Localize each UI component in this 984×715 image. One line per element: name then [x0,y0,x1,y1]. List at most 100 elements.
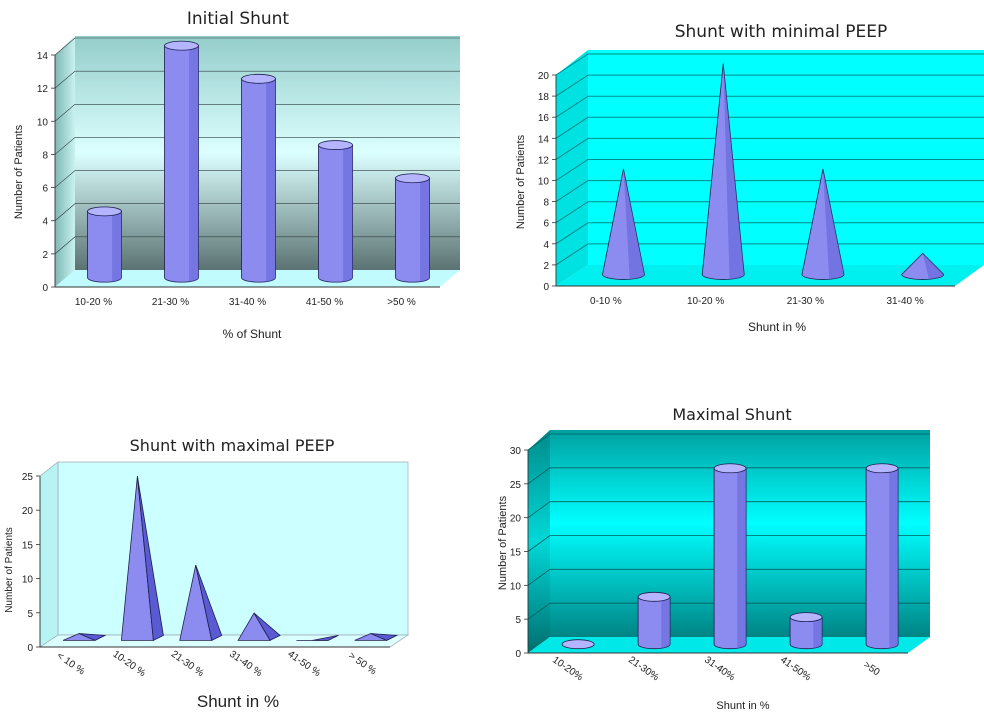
gridline [555,95,984,118]
bar-2 [701,63,745,280]
y-tick-label: 12 [538,155,550,166]
gridline [527,467,930,485]
x-tick-label: 10-20 % [75,297,112,308]
gridline [555,201,984,224]
gridline [54,137,460,155]
back-wall [57,461,409,636]
gridline [555,137,984,160]
gridline [555,243,984,266]
y-tick-label: 0 [515,649,521,660]
x-tick-label: 10-20 % [111,649,148,679]
side-wall [556,50,588,286]
bar-4 [237,612,281,641]
bar-2 [637,591,671,650]
gridline [555,53,984,76]
side-wall [39,461,59,648]
gridline [527,535,930,552]
gridline [54,37,460,56]
y-tick-label: 8 [42,150,48,161]
gridline [527,501,930,518]
bar-2 [164,40,199,283]
gridline [555,222,984,245]
x-axis-label: Shunt in % [197,692,279,711]
bar-6 [354,633,399,641]
gridline [555,159,984,181]
bar-5 [865,463,899,650]
bar-1 [62,633,107,641]
y-tick-label: 5 [27,609,33,620]
y-tick-label: 20 [538,71,550,82]
x-tick-label: 0-10 % [590,296,622,307]
floor [556,265,984,286]
chart-title: Maximal Shunt [672,405,791,424]
x-tick-label: 31-40 % [227,649,264,679]
back-wall [588,50,984,265]
x-tick-label: 21-30 % [169,649,206,679]
x-axis-label: % of Shunt [223,327,282,341]
bar-3 [241,73,276,283]
x-axis-label: Shunt in % [748,320,806,334]
side-wall [55,36,75,287]
gridline [527,433,930,451]
bar-1 [87,206,122,283]
y-tick-label: 14 [538,134,550,145]
y-tick-label: 0 [543,282,549,293]
y-tick-label: 16 [538,113,550,124]
chart-shunt-minimal-peep: 0 2 4 6 8 10 12 14 16 18 20 0-10 % 10-20 % 21-30 % 31… [515,22,984,334]
y-tick-label: 12 [37,84,49,95]
chart-initial-shunt: 0 2 4 6 8 10 12 14 10-20 % 21-30 % 31-40 % 41-50 %… [13,9,460,341]
y-tick-label: 2 [543,261,549,272]
y-axis-label: Number of Patients [497,495,509,590]
y-tick-label: 5 [515,615,521,626]
chart-title: Shunt with minimal PEEP [675,22,888,42]
y-tick-label: 10 [538,177,550,188]
x-tick-label: 10-20 % [687,296,724,307]
x-axis-label: Shunt in % [716,700,769,712]
bar-2 [120,476,164,642]
y-tick-label: 8 [543,198,549,209]
y-tick-label: 30 [510,446,522,457]
chart-maximal-shunt: 0 5 10 15 20 25 30 10-20% 21-30% 31-40% 41-50% >50… [497,405,930,712]
gridline [555,116,984,139]
y-tick-label: 6 [42,184,48,195]
bar-4 [318,140,353,283]
x-tick-label: >50 [861,660,882,679]
y-tick-label: 10 [510,581,522,592]
bar-3 [179,565,223,641]
y-tick-label: 25 [22,472,34,483]
x-tick-label: 31-40 % [229,297,266,308]
y-tick-label: 6 [543,219,549,230]
y-tick-label: 25 [510,480,522,491]
y-tick-label: 10 [37,117,49,128]
chart-shunt-maximal-peep: 0 5 10 15 20 25 < 10 % 10-20 % 21-30 % 31-40 % 41… [4,436,410,711]
x-tick-label: 21-30 % [152,297,189,308]
gridline [527,602,930,620]
bar-5 [296,635,339,641]
y-tick-label: 0 [27,643,33,654]
bar-4 [901,252,945,280]
side-wall [528,430,550,653]
y-tick-label: 20 [510,514,522,525]
bar-1 [561,639,595,650]
x-tick-label: >50 % [387,297,416,308]
y-axis-label: Number of Patients [515,134,527,229]
y-tick-label: 20 [22,506,34,517]
gridline [527,568,930,586]
gridline [54,103,460,122]
y-tick-label: 15 [22,540,34,551]
x-tick-label: 10-20% [550,655,585,684]
x-tick-label: 31-40% [702,655,737,684]
x-tick-label: > 50 % [346,650,378,677]
y-axis-label: Number of Patients [13,124,25,219]
chart-title: Shunt with maximal PEEP [130,436,335,455]
y-tick-label: 2 [42,250,48,261]
x-tick-label: 41-50% [778,655,813,684]
x-tick-label: 21-30 % [787,296,824,307]
bar-3 [713,463,747,650]
y-tick-label: 18 [538,92,550,103]
y-tick-label: 0 [42,283,48,294]
x-tick-label: 41-50 % [286,649,323,679]
gridline [555,74,984,97]
x-tick-label: 31-40 % [887,296,924,307]
bar-1 [602,168,645,280]
